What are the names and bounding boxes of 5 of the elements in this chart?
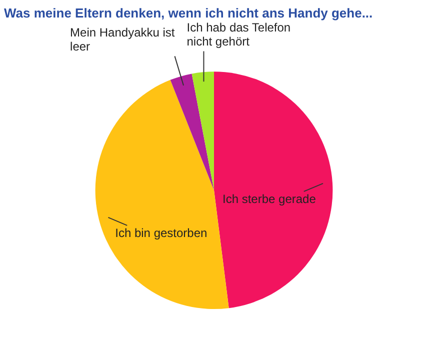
slice-label: Ich hab das Telefon nicht gehört [186,20,291,49]
slice-label: Mein Handyakku ist leer [70,26,176,54]
slice-label: Ich bin gestorben [115,226,208,240]
chart-title: Was meine Eltern denken, wenn ich nicht ans Handy gehe... [4,5,373,20]
slice-label: Ich sterbe gerade [222,192,316,206]
